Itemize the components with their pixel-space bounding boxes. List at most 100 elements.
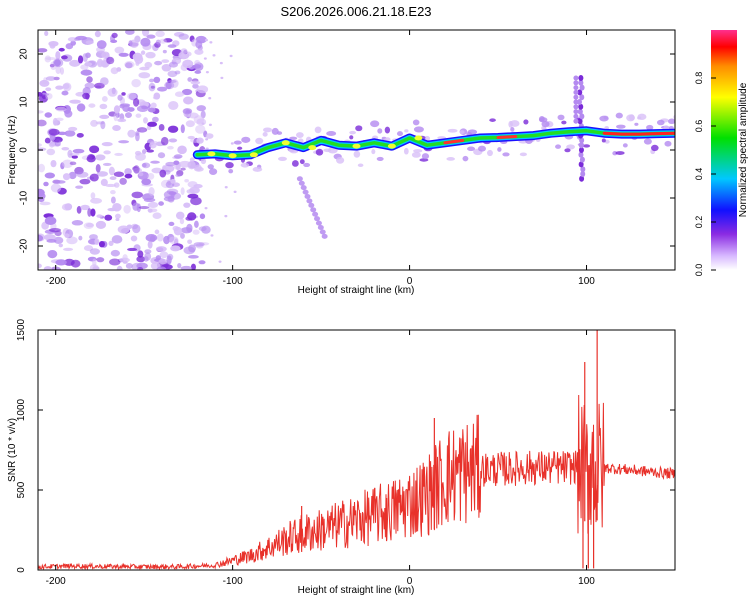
noise-blob <box>101 51 110 59</box>
noise-blob <box>114 46 125 54</box>
colorbar-label: Normalized spectral amplitude <box>738 82 749 217</box>
noise-blob <box>96 171 109 177</box>
branch-blob <box>298 180 305 186</box>
ridge-halo-blob <box>651 144 659 152</box>
vertical-feature-blob <box>573 89 579 95</box>
noise-blob <box>204 38 208 42</box>
noise-blob <box>62 173 71 181</box>
bottom-x-tick-label: 0 <box>407 576 413 587</box>
noise-blob <box>180 265 193 270</box>
noise-blob <box>147 240 153 249</box>
noise-blob <box>124 173 133 179</box>
noise-blob <box>121 92 126 96</box>
noise-blob <box>55 65 61 75</box>
noise-blob <box>44 137 51 144</box>
noise-blob <box>79 178 91 185</box>
noise-blob <box>158 258 168 265</box>
noise-blob <box>98 240 105 248</box>
noise-blob <box>188 255 199 259</box>
noise-blob <box>89 173 99 182</box>
noise-blob <box>186 223 193 233</box>
top-x-tick-label: 100 <box>578 276 595 287</box>
vertical-feature-blob <box>580 171 586 177</box>
noise-blob <box>208 97 212 100</box>
noise-blob <box>187 239 193 245</box>
ridge-halo-blob <box>582 144 591 148</box>
ridge-hotspot <box>228 153 237 159</box>
noise-blob <box>117 94 123 101</box>
noise-blob <box>76 171 89 178</box>
ridge-halo-blob <box>370 120 380 128</box>
noise-blob <box>113 171 125 177</box>
ridge-halo-blob <box>349 135 354 140</box>
noise-blob <box>194 49 204 55</box>
noise-blob <box>61 55 68 60</box>
ridge-halo-blob <box>207 164 214 170</box>
noise-blob <box>113 182 120 188</box>
ridge-halo-blob <box>314 126 322 134</box>
ridge-halo-blob <box>289 136 298 140</box>
noise-blob <box>45 76 57 81</box>
noise-blob <box>131 78 141 88</box>
noise-blob <box>157 152 166 159</box>
noise-blob <box>143 117 148 124</box>
vertical-feature-blob <box>578 161 584 168</box>
colorbar-tick-label: 0.6 <box>694 120 704 133</box>
noise-blob <box>48 40 59 47</box>
noise-blob <box>64 233 70 238</box>
noise-blob <box>182 108 193 115</box>
noise-blob <box>196 137 204 144</box>
snr-line-layer <box>38 330 675 570</box>
noise-blob <box>50 159 57 168</box>
top-y-tick-label: -10 <box>19 190 30 205</box>
vertical-feature-blob <box>573 109 579 115</box>
noise-blob <box>180 167 186 171</box>
noise-blob <box>205 138 209 141</box>
noise-blob <box>132 202 140 211</box>
noise-blob <box>132 224 141 234</box>
bottom-x-tick-label: -100 <box>223 576 243 587</box>
noise-blob <box>130 235 138 242</box>
noise-blob <box>110 249 120 257</box>
top-x-axis-label: Height of straight line (km) <box>298 285 415 296</box>
noise-blob <box>114 152 123 156</box>
noise-blob <box>127 247 138 252</box>
noise-blob <box>187 181 198 188</box>
noise-blob <box>177 145 187 155</box>
noise-blob <box>84 82 95 89</box>
noise-blob <box>118 140 130 144</box>
noise-blob <box>160 136 169 146</box>
ridge-halo-blob <box>277 156 287 161</box>
ridge-halo-blob <box>667 118 675 125</box>
ridge-peak-segment <box>496 135 518 140</box>
noise-blob <box>47 249 58 259</box>
noise-blob <box>159 169 167 178</box>
noise-blob <box>195 124 206 134</box>
noise-blob <box>89 264 99 270</box>
noise-blob <box>78 235 83 241</box>
noise-blob <box>99 114 110 119</box>
noise-blob <box>145 51 156 59</box>
noise-blob <box>38 163 46 173</box>
ridge-halo-blob <box>295 132 304 138</box>
colorbar-tick-label: 0.4 <box>694 168 704 181</box>
noise-blob <box>116 265 123 270</box>
ridge-hotspot <box>207 151 216 157</box>
vertical-feature-blob <box>577 118 583 125</box>
noise-blob <box>95 154 106 161</box>
noise-blob <box>62 159 73 169</box>
noise-blob <box>55 50 61 60</box>
noise-blob <box>138 205 150 210</box>
noise-blob <box>195 40 203 49</box>
ridge-halo-blob <box>459 130 465 135</box>
noise-blob <box>38 234 44 242</box>
ridge-halo-blob <box>599 115 609 122</box>
noise-blob <box>166 255 172 265</box>
noise-blob <box>75 35 88 41</box>
noise-blob <box>110 39 118 44</box>
noise-blob <box>198 260 206 265</box>
branch-blob <box>308 202 315 208</box>
noise-blob <box>99 103 108 110</box>
bottom-x-axis-label: Height of straight line (km) <box>298 585 415 596</box>
bottom-y-tick-label: 500 <box>16 481 27 498</box>
